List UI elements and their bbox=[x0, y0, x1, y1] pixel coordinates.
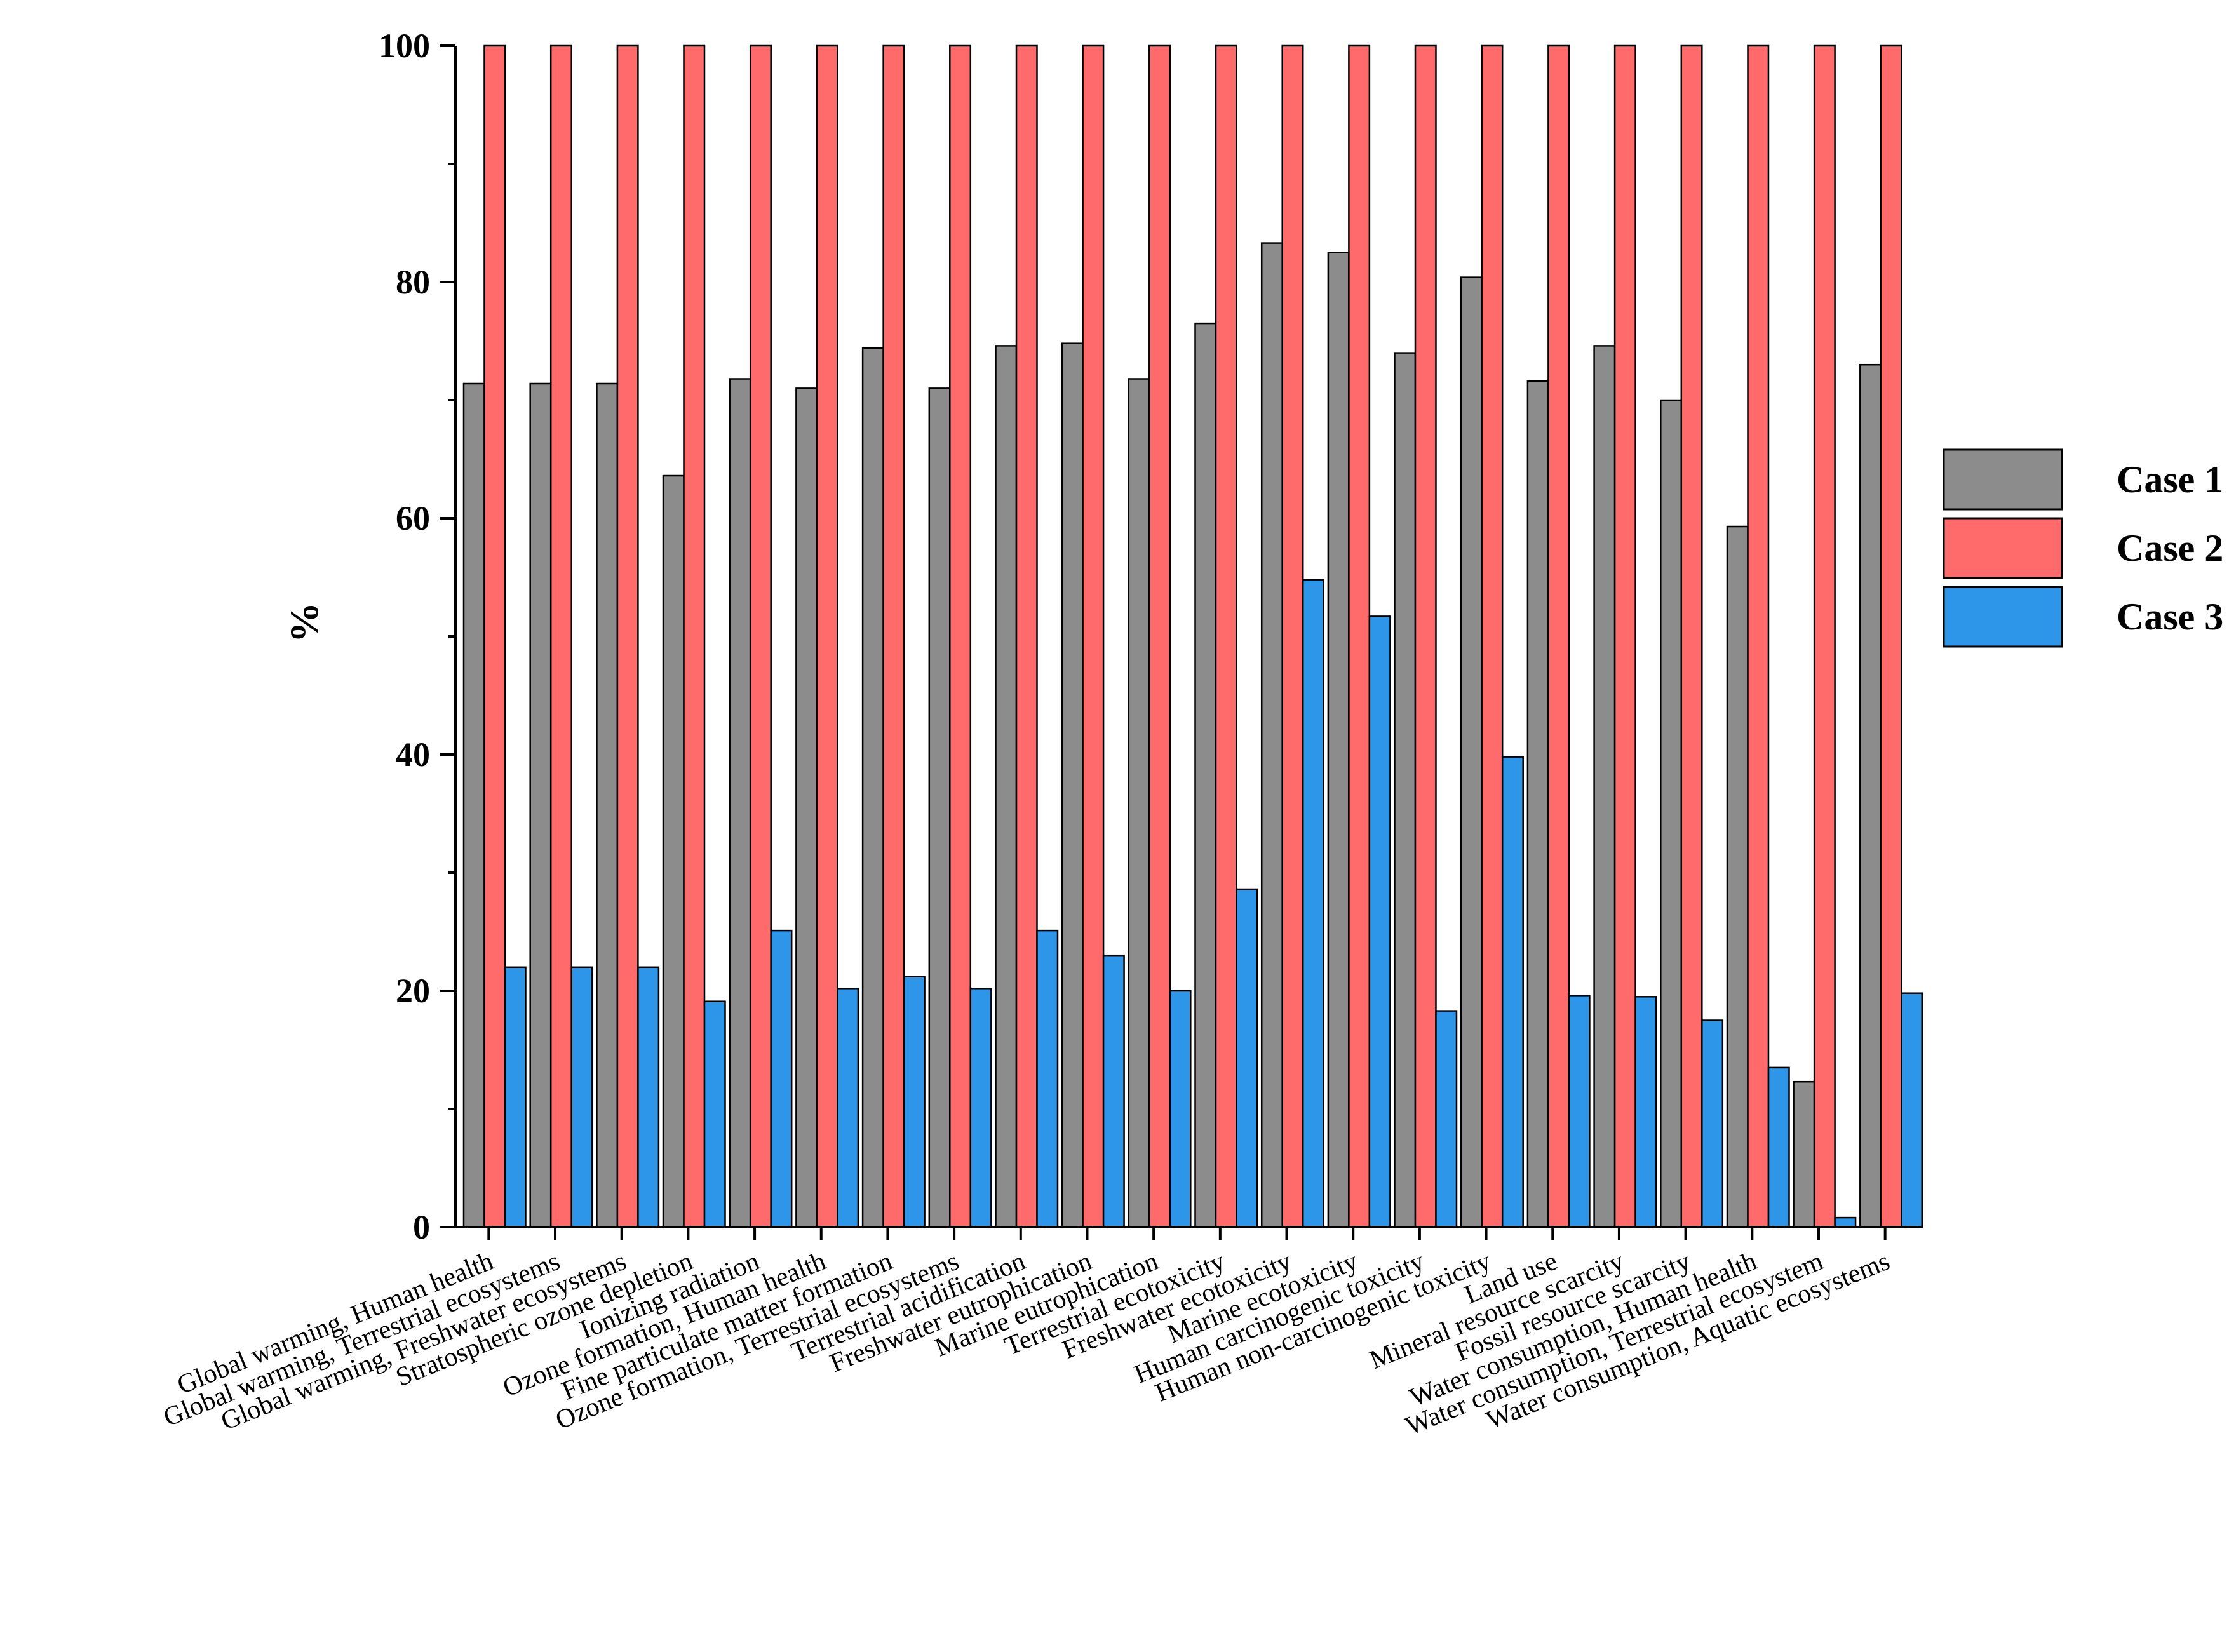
legend-swatch-2 bbox=[1943, 517, 2063, 579]
legend-swatch-1 bbox=[1943, 448, 2063, 511]
bar-case-3-1 bbox=[570, 966, 593, 1228]
bar-case-2-8 bbox=[1015, 44, 1038, 1228]
bar-case-1-21 bbox=[1859, 363, 1882, 1228]
bar-case-1-15 bbox=[1460, 276, 1483, 1228]
bar-case-2-0 bbox=[483, 44, 506, 1228]
bar-case-1-4 bbox=[729, 378, 751, 1228]
y-tick-label-80: 80 bbox=[396, 263, 430, 301]
y-tick-label-40: 40 bbox=[396, 735, 430, 774]
bar-case-2-13 bbox=[1348, 44, 1371, 1228]
bar-case-3-5 bbox=[837, 988, 859, 1228]
bar-case-1-12 bbox=[1260, 242, 1283, 1228]
bar-case-1-8 bbox=[995, 345, 1018, 1228]
bar-case-3-10 bbox=[1169, 990, 1192, 1228]
legend-label-3: Case 3 bbox=[2117, 596, 2223, 638]
y-axis-title: % bbox=[281, 602, 327, 643]
bar-case-3-14 bbox=[1435, 1010, 1458, 1228]
bar-case-3-16 bbox=[1568, 995, 1591, 1228]
bar-case-3-19 bbox=[1767, 1066, 1790, 1228]
bar-case-3-3 bbox=[703, 1000, 726, 1228]
bar-case-1-2 bbox=[596, 382, 619, 1228]
legend-label-1: Case 1 bbox=[2117, 459, 2223, 500]
bar-case-3-18 bbox=[1701, 1019, 1724, 1228]
y-tick-label-100: 100 bbox=[379, 27, 430, 65]
bar-case-2-10 bbox=[1148, 44, 1171, 1228]
bar-case-2-1 bbox=[549, 44, 572, 1228]
bar-case-3-7 bbox=[969, 988, 992, 1228]
bar-case-2-17 bbox=[1613, 44, 1636, 1228]
bar-case-1-16 bbox=[1526, 380, 1549, 1228]
bar-case-2-19 bbox=[1747, 44, 1770, 1228]
bar-case-3-12 bbox=[1302, 579, 1324, 1228]
bar-case-2-18 bbox=[1680, 44, 1703, 1228]
bar-case-3-4 bbox=[770, 929, 793, 1228]
bar-case-2-12 bbox=[1281, 44, 1304, 1228]
legend-swatch-3 bbox=[1943, 586, 2063, 648]
bar-case-1-5 bbox=[795, 387, 818, 1228]
bar-case-3-6 bbox=[903, 976, 926, 1228]
bar-case-3-0 bbox=[504, 966, 527, 1228]
legend-label-2: Case 2 bbox=[2117, 527, 2223, 569]
bar-case-1-20 bbox=[1793, 1080, 1815, 1228]
bar-case-2-4 bbox=[749, 44, 772, 1228]
bar-case-2-20 bbox=[1813, 44, 1836, 1228]
bar-case-1-9 bbox=[1061, 342, 1084, 1228]
bar-case-1-18 bbox=[1660, 399, 1683, 1228]
bar-case-1-7 bbox=[928, 387, 951, 1228]
bar-case-1-13 bbox=[1327, 252, 1350, 1228]
bar-case-3-8 bbox=[1036, 929, 1059, 1228]
bar-case-1-19 bbox=[1726, 525, 1749, 1228]
bar-case-1-0 bbox=[462, 382, 485, 1228]
bar-case-2-11 bbox=[1215, 44, 1237, 1228]
bar-case-1-14 bbox=[1394, 352, 1417, 1228]
bar-case-2-14 bbox=[1414, 44, 1437, 1228]
bar-case-2-6 bbox=[882, 44, 905, 1228]
bar-case-2-3 bbox=[683, 44, 706, 1228]
bar-case-2-7 bbox=[949, 44, 972, 1228]
bar-case-2-16 bbox=[1547, 44, 1570, 1228]
bar-case-1-17 bbox=[1593, 345, 1616, 1228]
bar-case-1-11 bbox=[1194, 322, 1217, 1228]
bar-case-1-6 bbox=[861, 347, 884, 1228]
bar-case-2-2 bbox=[616, 44, 639, 1228]
bar-case-2-21 bbox=[1880, 44, 1902, 1228]
y-tick-label-0: 0 bbox=[413, 1208, 430, 1246]
bar-case-3-2 bbox=[637, 966, 660, 1228]
bar-case-3-17 bbox=[1634, 996, 1657, 1228]
y-tick-label-20: 20 bbox=[396, 972, 430, 1010]
bar-case-3-11 bbox=[1236, 888, 1258, 1228]
bar-case-1-10 bbox=[1128, 378, 1150, 1228]
bar-case-2-9 bbox=[1082, 44, 1105, 1228]
bar-case-3-15 bbox=[1501, 756, 1524, 1228]
bar-case-3-9 bbox=[1102, 954, 1125, 1228]
y-tick-label-60: 60 bbox=[396, 499, 430, 537]
bar-case-2-15 bbox=[1481, 44, 1504, 1228]
bar-case-3-21 bbox=[1901, 992, 1923, 1228]
bar-case-1-3 bbox=[662, 474, 685, 1228]
bar-case-3-20 bbox=[1834, 1216, 1857, 1228]
bar-case-3-13 bbox=[1368, 615, 1391, 1228]
bar-case-2-5 bbox=[816, 44, 838, 1228]
bar-case-1-1 bbox=[529, 382, 552, 1228]
